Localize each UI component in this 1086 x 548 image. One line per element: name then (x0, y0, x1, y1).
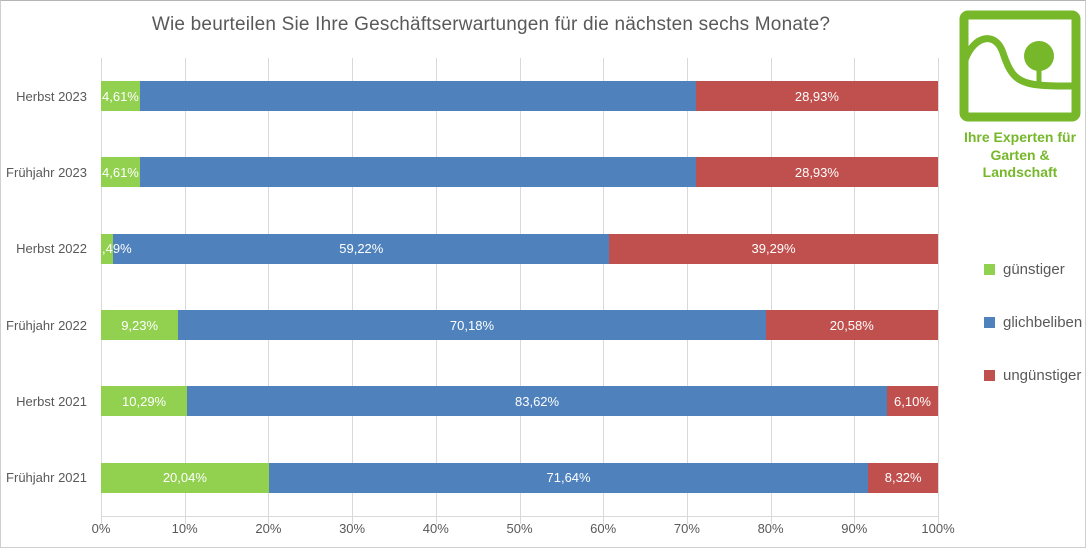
bar-segment-glichbeliben (139, 81, 696, 112)
bar-value-label: 8,32% (884, 470, 922, 486)
gridline (352, 58, 354, 524)
stacked-bar: 9,23% 70,18% 20,58% (101, 310, 938, 341)
legend-swatch-green (984, 264, 995, 275)
legend-label-glichbeliben: glichbeliben (1003, 314, 1083, 331)
gridline (686, 58, 688, 524)
bar-value-label: 4,61% (102, 164, 139, 180)
gridline (101, 58, 102, 524)
legend-item-guenstiger: günstiger (984, 261, 1082, 278)
bar-value-label: 28,93% (794, 164, 839, 180)
bar-segment-ungünstiger: 39,29% (609, 233, 938, 264)
bar-value-label: 71,64% (546, 470, 591, 486)
gridline (435, 58, 437, 524)
gridline (184, 58, 186, 524)
gridline (938, 58, 939, 524)
logo-tagline-line1: Ihre Experten für (963, 129, 1077, 145)
bar-segment-günstiger: 20,04% (101, 462, 269, 493)
y-category-label: Frühjahr 2021 (6, 470, 87, 486)
gridline (519, 58, 521, 524)
x-tick-label: 50% (506, 521, 533, 536)
logo-tagline: Ihre Experten für Garten & Landschaft (953, 129, 1085, 182)
bar-segment-günstiger: 4,61% (101, 157, 140, 188)
y-category-label: Frühjahr 2023 (6, 164, 87, 180)
chart-title: Wie beurteilen Sie Ihre Geschäftserwartu… (151, 14, 831, 35)
garden-landscape-logo-icon (959, 10, 1081, 122)
bar-row: 4,61% 28,93% (101, 58, 938, 134)
bar-row: ,49% 59,22% 39,29% (101, 211, 938, 287)
bar-value-label: 20,58% (829, 317, 874, 333)
stacked-bar: ,49% 59,22% 39,29% (101, 233, 938, 264)
bar-value-label: 10,29% (122, 393, 167, 409)
gridlines (101, 58, 939, 524)
bar-segment-günstiger: ,49% (101, 233, 132, 264)
y-category-label: Herbst 2022 (16, 241, 87, 257)
plot-area: 4,61% 28,93% 4,61% 28,93% ,49% 59,22% 39,29% 9,… (101, 58, 939, 524)
logo: Ihre Experten für Garten & Landschaft (953, 10, 1085, 182)
bars: 4,61% 28,93% 4,61% 28,93% ,49% 59,22% 39,29% 9,… (101, 58, 938, 516)
gridline (770, 58, 772, 524)
bar-segment-glichbeliben: 71,64% (268, 462, 869, 493)
bar-value-label: 9,23% (121, 317, 159, 333)
stacked-bar: 4,61% 28,93% (101, 157, 938, 188)
legend-label-guenstiger: günstiger (1003, 261, 1065, 278)
x-tick-label: 20% (255, 521, 282, 536)
x-tick-label: 60% (590, 521, 617, 536)
bar-segment-günstiger: 9,23% (101, 310, 179, 341)
x-axis-labels: 0% 10% 20% 30% 40% 50% 60% 70% 80% 90% 100% (92, 521, 955, 539)
stacked-bar: 10,29% 83,62% 6,10% (101, 386, 938, 417)
x-tick-label: 80% (757, 521, 784, 536)
x-tick-label: 30% (339, 521, 366, 536)
bar-segment-glichbeliben (139, 157, 696, 188)
bar-row: 9,23% 70,18% 20,58% (101, 287, 938, 363)
bar-row: 20,04% 71,64% 8,32% (101, 440, 938, 516)
legend-item-glichbeliben: glichbeliben (984, 314, 1082, 331)
bar-segment-ungünstiger: 6,10% (886, 386, 938, 417)
x-tick-label: 10% (171, 521, 198, 536)
legend-swatch-blue (984, 317, 995, 328)
bar-value-label: 20,04% (162, 470, 207, 486)
gridline (268, 58, 270, 524)
bar-segment-ungünstiger: 28,93% (695, 157, 938, 188)
gridline (854, 58, 856, 524)
bar-value-label: 6,10% (894, 393, 931, 409)
x-tick-label: 100% (921, 521, 955, 536)
logo-tagline-line2: Garten & Landschaft (982, 146, 1058, 181)
bar-row: 10,29% 83,62% 6,10% (101, 363, 938, 439)
x-tick-label: 70% (673, 521, 700, 536)
bar-segment-günstiger: 10,29% (101, 386, 188, 417)
y-axis-labels: Herbst 2023 Frühjahr 2023 Herbst 2022 Frühj… (1, 58, 94, 516)
bar-value-label: 59,22% (339, 241, 384, 257)
gridline (603, 58, 605, 524)
y-category-label: Herbst 2021 (16, 393, 87, 409)
bar-segment-ungünstiger: 8,32% (868, 462, 938, 493)
bar-value-label: ,49% (102, 241, 132, 257)
bar-segment-glichbeliben: 83,62% (187, 386, 887, 417)
bar-segment-ungünstiger: 28,93% (695, 81, 938, 112)
x-tick-label: 90% (841, 521, 868, 536)
stacked-bar: 20,04% 71,64% 8,32% (101, 462, 938, 493)
y-category-label: Herbst 2023 (16, 88, 87, 104)
legend-swatch-red (984, 370, 995, 381)
bar-row: 4,61% 28,93% (101, 134, 938, 210)
bar-segment-ungünstiger: 20,58% (765, 310, 938, 341)
legend-label-unguenstiger: ungünstiger (1003, 367, 1082, 384)
legend-item-unguenstiger: ungünstiger (984, 367, 1082, 384)
stacked-bar: 4,61% 28,93% (101, 81, 938, 112)
bar-segment-günstiger: 4,61% (101, 81, 140, 112)
bar-value-label: 28,93% (794, 88, 839, 104)
x-tick-label: 40% (422, 521, 449, 536)
legend: günstiger glichbeliben ungünstiger (984, 261, 1082, 420)
y-category-label: Frühjahr 2022 (6, 317, 87, 333)
bar-value-label: 70,18% (449, 317, 494, 333)
bar-segment-glichbeliben: 59,22% (113, 233, 610, 264)
bar-segment-glichbeliben: 70,18% (178, 310, 766, 341)
bar-value-label: 4,61% (102, 88, 139, 104)
x-tick-label: 0% (91, 521, 111, 536)
bar-value-label: 83,62% (515, 393, 560, 409)
bar-value-label: 39,29% (751, 241, 796, 257)
